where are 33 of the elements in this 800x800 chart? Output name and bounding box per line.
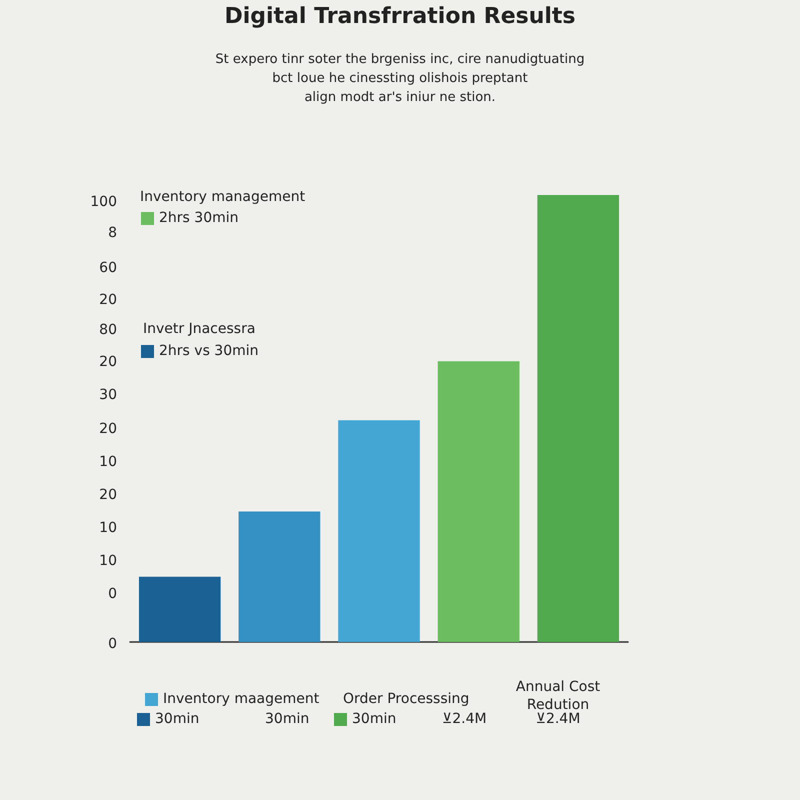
text: 30min bbox=[155, 710, 200, 728]
annotation: Invetr Jnacessra bbox=[143, 320, 256, 338]
text: 20 bbox=[99, 291, 117, 309]
annotation: 2hrs 30min bbox=[159, 209, 238, 227]
chart-subtitle: St expero tinr soter the brgeniss inc, cire nanudigtuating bct loue he cinessting olishois preptant align modt ar's iniur ne stion. bbox=[214, 51, 586, 107]
chart-title: Digital Transfrration Results bbox=[223, 4, 577, 29]
text: Annual Cost Redution bbox=[516, 679, 600, 713]
text: ⊻2.4M bbox=[536, 711, 580, 727]
text: 0 bbox=[108, 585, 117, 603]
text: 20 bbox=[99, 420, 117, 438]
annotation: Inventory management bbox=[140, 188, 306, 206]
text: 20 bbox=[99, 353, 117, 371]
annotation: 2hrs vs 30min bbox=[159, 342, 259, 360]
bar bbox=[338, 420, 420, 642]
text: 100 bbox=[90, 193, 117, 211]
bar bbox=[238, 511, 320, 642]
text: Inventory maagement bbox=[163, 690, 320, 708]
text: Order Processsing bbox=[343, 690, 470, 708]
text: 8 bbox=[108, 224, 117, 242]
text: ⊻2.4M bbox=[442, 710, 487, 728]
text: 60 bbox=[99, 259, 117, 277]
text: 10 bbox=[99, 519, 117, 537]
text: 0 bbox=[108, 635, 117, 653]
text: 10 bbox=[99, 453, 117, 471]
bar bbox=[537, 195, 620, 642]
text: 30min bbox=[265, 710, 310, 728]
text: 10 bbox=[99, 552, 117, 570]
text: 30 bbox=[99, 386, 117, 404]
text: 30min bbox=[352, 710, 396, 728]
bar bbox=[138, 576, 221, 642]
text: 20 bbox=[99, 486, 117, 504]
text: 80 bbox=[99, 321, 117, 339]
bar bbox=[438, 361, 520, 642]
